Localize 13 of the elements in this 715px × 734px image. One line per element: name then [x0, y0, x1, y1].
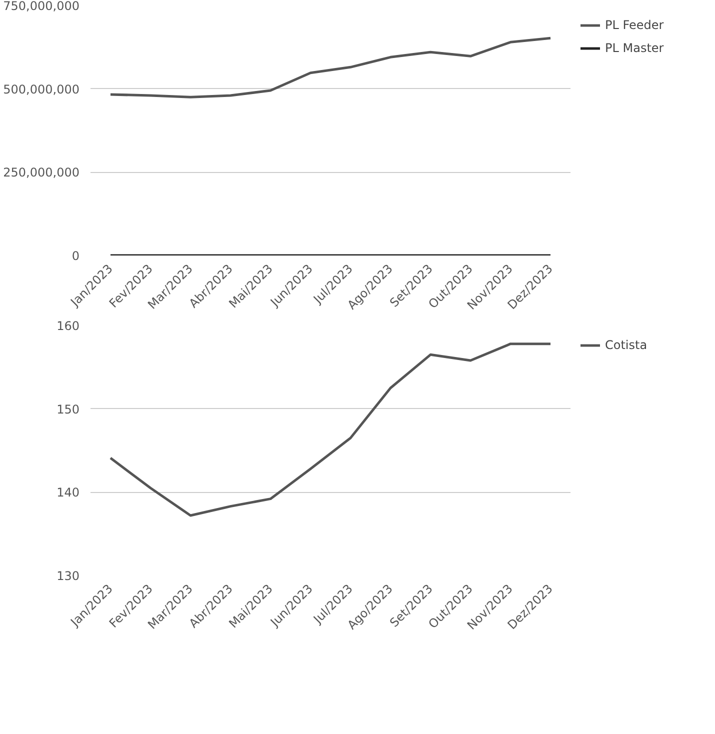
legend-label: Cotista: [605, 338, 648, 352]
y-tick-label: 150: [56, 402, 80, 416]
y-tick-label: 130: [56, 569, 80, 583]
line-series: [109, 36, 552, 98]
line-series: [109, 342, 552, 517]
y-tick-label: 140: [56, 486, 80, 500]
y-tick-label: 250,000,000: [3, 166, 80, 180]
y-tick-label: 750,000,000: [3, 0, 80, 13]
legend-label: PL Feeder: [605, 18, 664, 32]
y-tick-label: 500,000,000: [3, 82, 80, 96]
y-tick-label: 0: [72, 249, 80, 263]
legend-label: PL Master: [605, 41, 664, 55]
y-tick-label: 160: [56, 319, 80, 333]
